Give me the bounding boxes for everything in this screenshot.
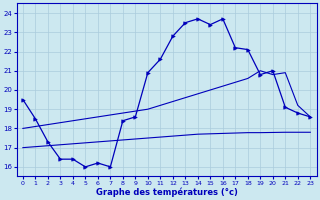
X-axis label: Graphe des températures (°c): Graphe des températures (°c) (96, 187, 237, 197)
